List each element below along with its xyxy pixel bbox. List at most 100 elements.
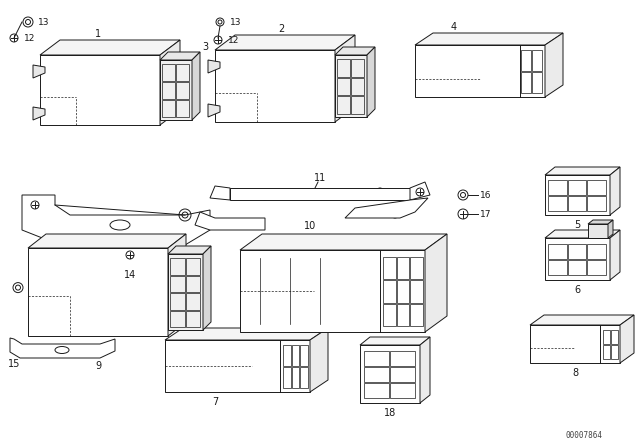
Polygon shape xyxy=(33,65,45,78)
Bar xyxy=(568,180,586,195)
Polygon shape xyxy=(215,50,335,122)
Polygon shape xyxy=(335,47,375,55)
Text: 6: 6 xyxy=(575,285,580,295)
Bar xyxy=(390,367,415,382)
Bar xyxy=(548,260,566,275)
Bar xyxy=(548,180,566,195)
Polygon shape xyxy=(160,40,180,125)
Text: 12: 12 xyxy=(228,35,239,44)
Bar xyxy=(383,257,396,280)
Polygon shape xyxy=(208,104,220,117)
Bar xyxy=(176,82,189,99)
Polygon shape xyxy=(608,220,613,238)
Bar xyxy=(351,78,364,95)
Polygon shape xyxy=(610,230,620,280)
Text: 00007864: 00007864 xyxy=(565,431,602,440)
Polygon shape xyxy=(160,60,192,120)
Bar xyxy=(364,351,389,366)
Text: 17: 17 xyxy=(480,210,492,219)
Bar xyxy=(186,293,200,310)
Bar xyxy=(186,276,200,292)
Polygon shape xyxy=(620,315,634,363)
Polygon shape xyxy=(335,55,367,117)
Polygon shape xyxy=(240,234,447,250)
Bar xyxy=(390,383,415,398)
Text: 13: 13 xyxy=(38,17,49,26)
Polygon shape xyxy=(410,182,430,200)
Text: 2: 2 xyxy=(278,24,284,34)
Bar xyxy=(337,59,350,77)
Bar xyxy=(283,345,291,366)
Polygon shape xyxy=(160,52,200,60)
Polygon shape xyxy=(425,234,447,332)
Bar xyxy=(364,367,389,382)
Text: 1: 1 xyxy=(95,29,101,39)
Text: 3: 3 xyxy=(202,42,208,52)
Bar xyxy=(611,330,618,344)
Bar xyxy=(337,78,350,95)
Bar xyxy=(300,345,308,366)
Polygon shape xyxy=(33,107,45,120)
Polygon shape xyxy=(168,254,203,330)
Bar xyxy=(603,330,610,344)
Polygon shape xyxy=(530,325,620,363)
Text: 8: 8 xyxy=(572,368,578,378)
Text: 16: 16 xyxy=(480,190,492,199)
Bar xyxy=(611,345,618,359)
Polygon shape xyxy=(165,328,328,340)
Text: 7: 7 xyxy=(212,397,219,407)
Bar xyxy=(548,244,566,259)
Polygon shape xyxy=(40,40,180,55)
Polygon shape xyxy=(40,55,160,125)
Bar xyxy=(588,244,606,259)
Bar xyxy=(521,50,531,71)
Polygon shape xyxy=(210,186,230,200)
Polygon shape xyxy=(545,167,620,175)
Polygon shape xyxy=(420,337,430,403)
Polygon shape xyxy=(192,52,200,120)
Bar xyxy=(186,258,200,275)
Polygon shape xyxy=(345,198,428,218)
Bar xyxy=(390,351,415,366)
Polygon shape xyxy=(545,33,563,97)
Polygon shape xyxy=(610,167,620,215)
Bar xyxy=(603,345,610,359)
Polygon shape xyxy=(545,175,610,215)
Bar xyxy=(532,72,542,93)
Polygon shape xyxy=(168,246,211,254)
Bar xyxy=(186,310,200,327)
Bar xyxy=(568,196,586,211)
Bar xyxy=(170,293,184,310)
Bar xyxy=(397,304,410,326)
Polygon shape xyxy=(215,35,355,50)
Bar xyxy=(410,304,423,326)
Text: 10: 10 xyxy=(304,221,316,231)
Bar xyxy=(300,367,308,388)
Bar xyxy=(521,72,531,93)
Polygon shape xyxy=(203,246,211,330)
Polygon shape xyxy=(165,340,310,392)
Bar xyxy=(337,96,350,114)
Polygon shape xyxy=(168,234,186,336)
Bar xyxy=(568,260,586,275)
Bar xyxy=(162,82,175,99)
Bar xyxy=(176,64,189,81)
Polygon shape xyxy=(208,60,220,73)
Polygon shape xyxy=(588,220,613,224)
Polygon shape xyxy=(195,212,265,230)
Bar xyxy=(568,244,586,259)
Polygon shape xyxy=(22,195,210,245)
Bar xyxy=(162,64,175,81)
Polygon shape xyxy=(367,47,375,117)
Bar xyxy=(351,96,364,114)
Bar xyxy=(588,196,606,211)
Text: 12: 12 xyxy=(24,34,35,43)
Bar xyxy=(230,188,410,200)
Polygon shape xyxy=(10,338,115,358)
Bar xyxy=(292,367,300,388)
Text: 4: 4 xyxy=(451,22,457,32)
Bar xyxy=(410,280,423,303)
Polygon shape xyxy=(240,250,425,332)
Bar xyxy=(283,367,291,388)
Text: 18: 18 xyxy=(384,408,396,418)
